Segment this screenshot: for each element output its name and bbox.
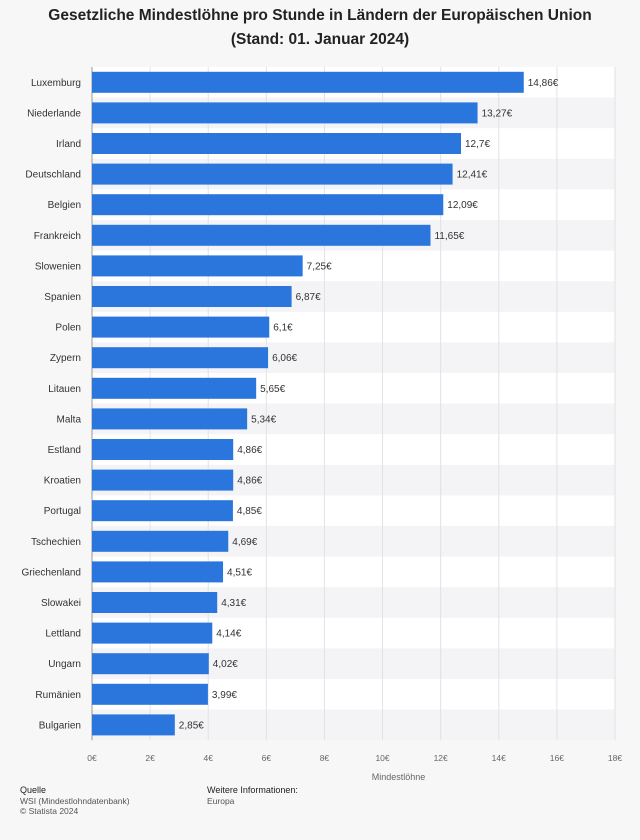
value-label: 4,51€ bbox=[227, 567, 252, 578]
value-label: 3,99€ bbox=[212, 690, 237, 701]
bar bbox=[92, 530, 229, 552]
x-tick-label: 14€ bbox=[492, 753, 506, 763]
x-tick-label: 6€ bbox=[262, 753, 272, 763]
category-label: Tschechien bbox=[31, 537, 81, 548]
category-label: Estland bbox=[48, 445, 81, 456]
category-label: Griechenland bbox=[22, 567, 81, 578]
value-label: 4,86€ bbox=[237, 476, 262, 487]
category-label: Litauen bbox=[48, 384, 81, 395]
bar bbox=[92, 71, 524, 93]
value-label: 11,65€ bbox=[434, 231, 464, 242]
x-tick-label: 2€ bbox=[145, 753, 155, 763]
info-heading: Weitere Informationen: bbox=[207, 785, 298, 795]
value-label: 6,06€ bbox=[272, 353, 297, 364]
value-label: 6,87€ bbox=[296, 292, 321, 303]
category-label: Portugal bbox=[44, 506, 81, 517]
category-label: Spanien bbox=[44, 292, 81, 303]
x-tick-label: 18€ bbox=[608, 753, 622, 763]
value-label: 5,34€ bbox=[251, 414, 276, 425]
source-heading: Quelle bbox=[20, 785, 47, 795]
x-axis-title: Mindestlöhne bbox=[372, 772, 426, 780]
category-label: Zypern bbox=[50, 353, 81, 364]
bar bbox=[92, 194, 444, 216]
value-label: 12,41€ bbox=[457, 170, 488, 181]
source-name: WSI (Mindestlohndatenbank) bbox=[20, 796, 130, 806]
copyright: © Statista 2024 bbox=[20, 806, 79, 816]
bar bbox=[92, 592, 218, 613]
category-label: Malta bbox=[57, 414, 82, 425]
category-label: Slowakei bbox=[41, 598, 81, 609]
bar bbox=[92, 561, 224, 583]
chart-title: Gesetzliche Mindestlöhne pro Stunde in L… bbox=[48, 7, 592, 48]
value-label: 12,09€ bbox=[447, 200, 478, 211]
bar bbox=[92, 163, 453, 185]
bar bbox=[92, 224, 431, 246]
value-label: 5,65€ bbox=[260, 384, 285, 395]
value-label: 4,86€ bbox=[237, 445, 262, 456]
bar bbox=[92, 622, 213, 644]
info-block: Weitere Informationen: Europa bbox=[207, 785, 298, 806]
category-label: Irland bbox=[56, 139, 81, 150]
category-label: Lettland bbox=[45, 629, 81, 640]
info-region: Europa bbox=[207, 796, 235, 806]
x-tick-label: 12€ bbox=[434, 753, 448, 763]
value-label: 14,86€ bbox=[528, 78, 559, 89]
x-tick-label: 0€ bbox=[87, 753, 97, 763]
bar bbox=[92, 683, 208, 705]
value-label: 6,1€ bbox=[273, 323, 293, 334]
category-label: Ungarn bbox=[48, 659, 81, 670]
value-label: 12,7€ bbox=[465, 139, 490, 150]
bar bbox=[92, 653, 209, 675]
row-band bbox=[92, 709, 615, 741]
source-block: Quelle WSI (Mindestlohndatenbank) © Stat… bbox=[20, 785, 130, 816]
category-label: Niederlande bbox=[27, 108, 81, 119]
category-label: Slowenien bbox=[35, 261, 81, 272]
value-label: 4,85€ bbox=[237, 506, 262, 517]
category-label: Kroatien bbox=[44, 476, 81, 487]
x-tick-label: 10€ bbox=[375, 753, 389, 763]
bar bbox=[92, 408, 248, 430]
x-tick-label: 16€ bbox=[550, 753, 564, 763]
value-label: 7,25€ bbox=[307, 261, 332, 272]
bar-chart: 0€ 2€ 4€ 6€ 8€ 10€ 12€ 14€ 16€ 18€ Luxemburg 14,86€… bbox=[22, 67, 622, 780]
bar bbox=[92, 133, 462, 154]
bar bbox=[92, 439, 234, 460]
bar bbox=[92, 102, 478, 124]
x-tick-label: 4€ bbox=[203, 753, 213, 763]
category-label: Belgien bbox=[48, 200, 81, 211]
x-tick-label: 8€ bbox=[320, 753, 330, 763]
bar bbox=[92, 500, 233, 522]
value-label: 4,02€ bbox=[213, 659, 238, 670]
category-label: Polen bbox=[55, 323, 81, 334]
bar bbox=[92, 347, 269, 369]
value-label: 4,31€ bbox=[221, 598, 246, 609]
category-label: Luxemburg bbox=[31, 78, 81, 89]
value-label: 13,27€ bbox=[482, 108, 513, 119]
bar bbox=[92, 255, 303, 277]
bar bbox=[92, 286, 292, 307]
category-label: Rumänien bbox=[35, 690, 81, 701]
category-label: Deutschland bbox=[25, 170, 81, 181]
category-label: Bulgarien bbox=[39, 720, 81, 731]
value-label: 4,69€ bbox=[232, 537, 257, 548]
category-label: Frankreich bbox=[34, 231, 81, 242]
value-label: 2,85€ bbox=[179, 720, 204, 731]
value-label: 4,14€ bbox=[216, 629, 241, 640]
bar bbox=[92, 316, 270, 338]
bar bbox=[92, 714, 175, 736]
bar bbox=[92, 377, 257, 399]
bar bbox=[92, 469, 234, 491]
